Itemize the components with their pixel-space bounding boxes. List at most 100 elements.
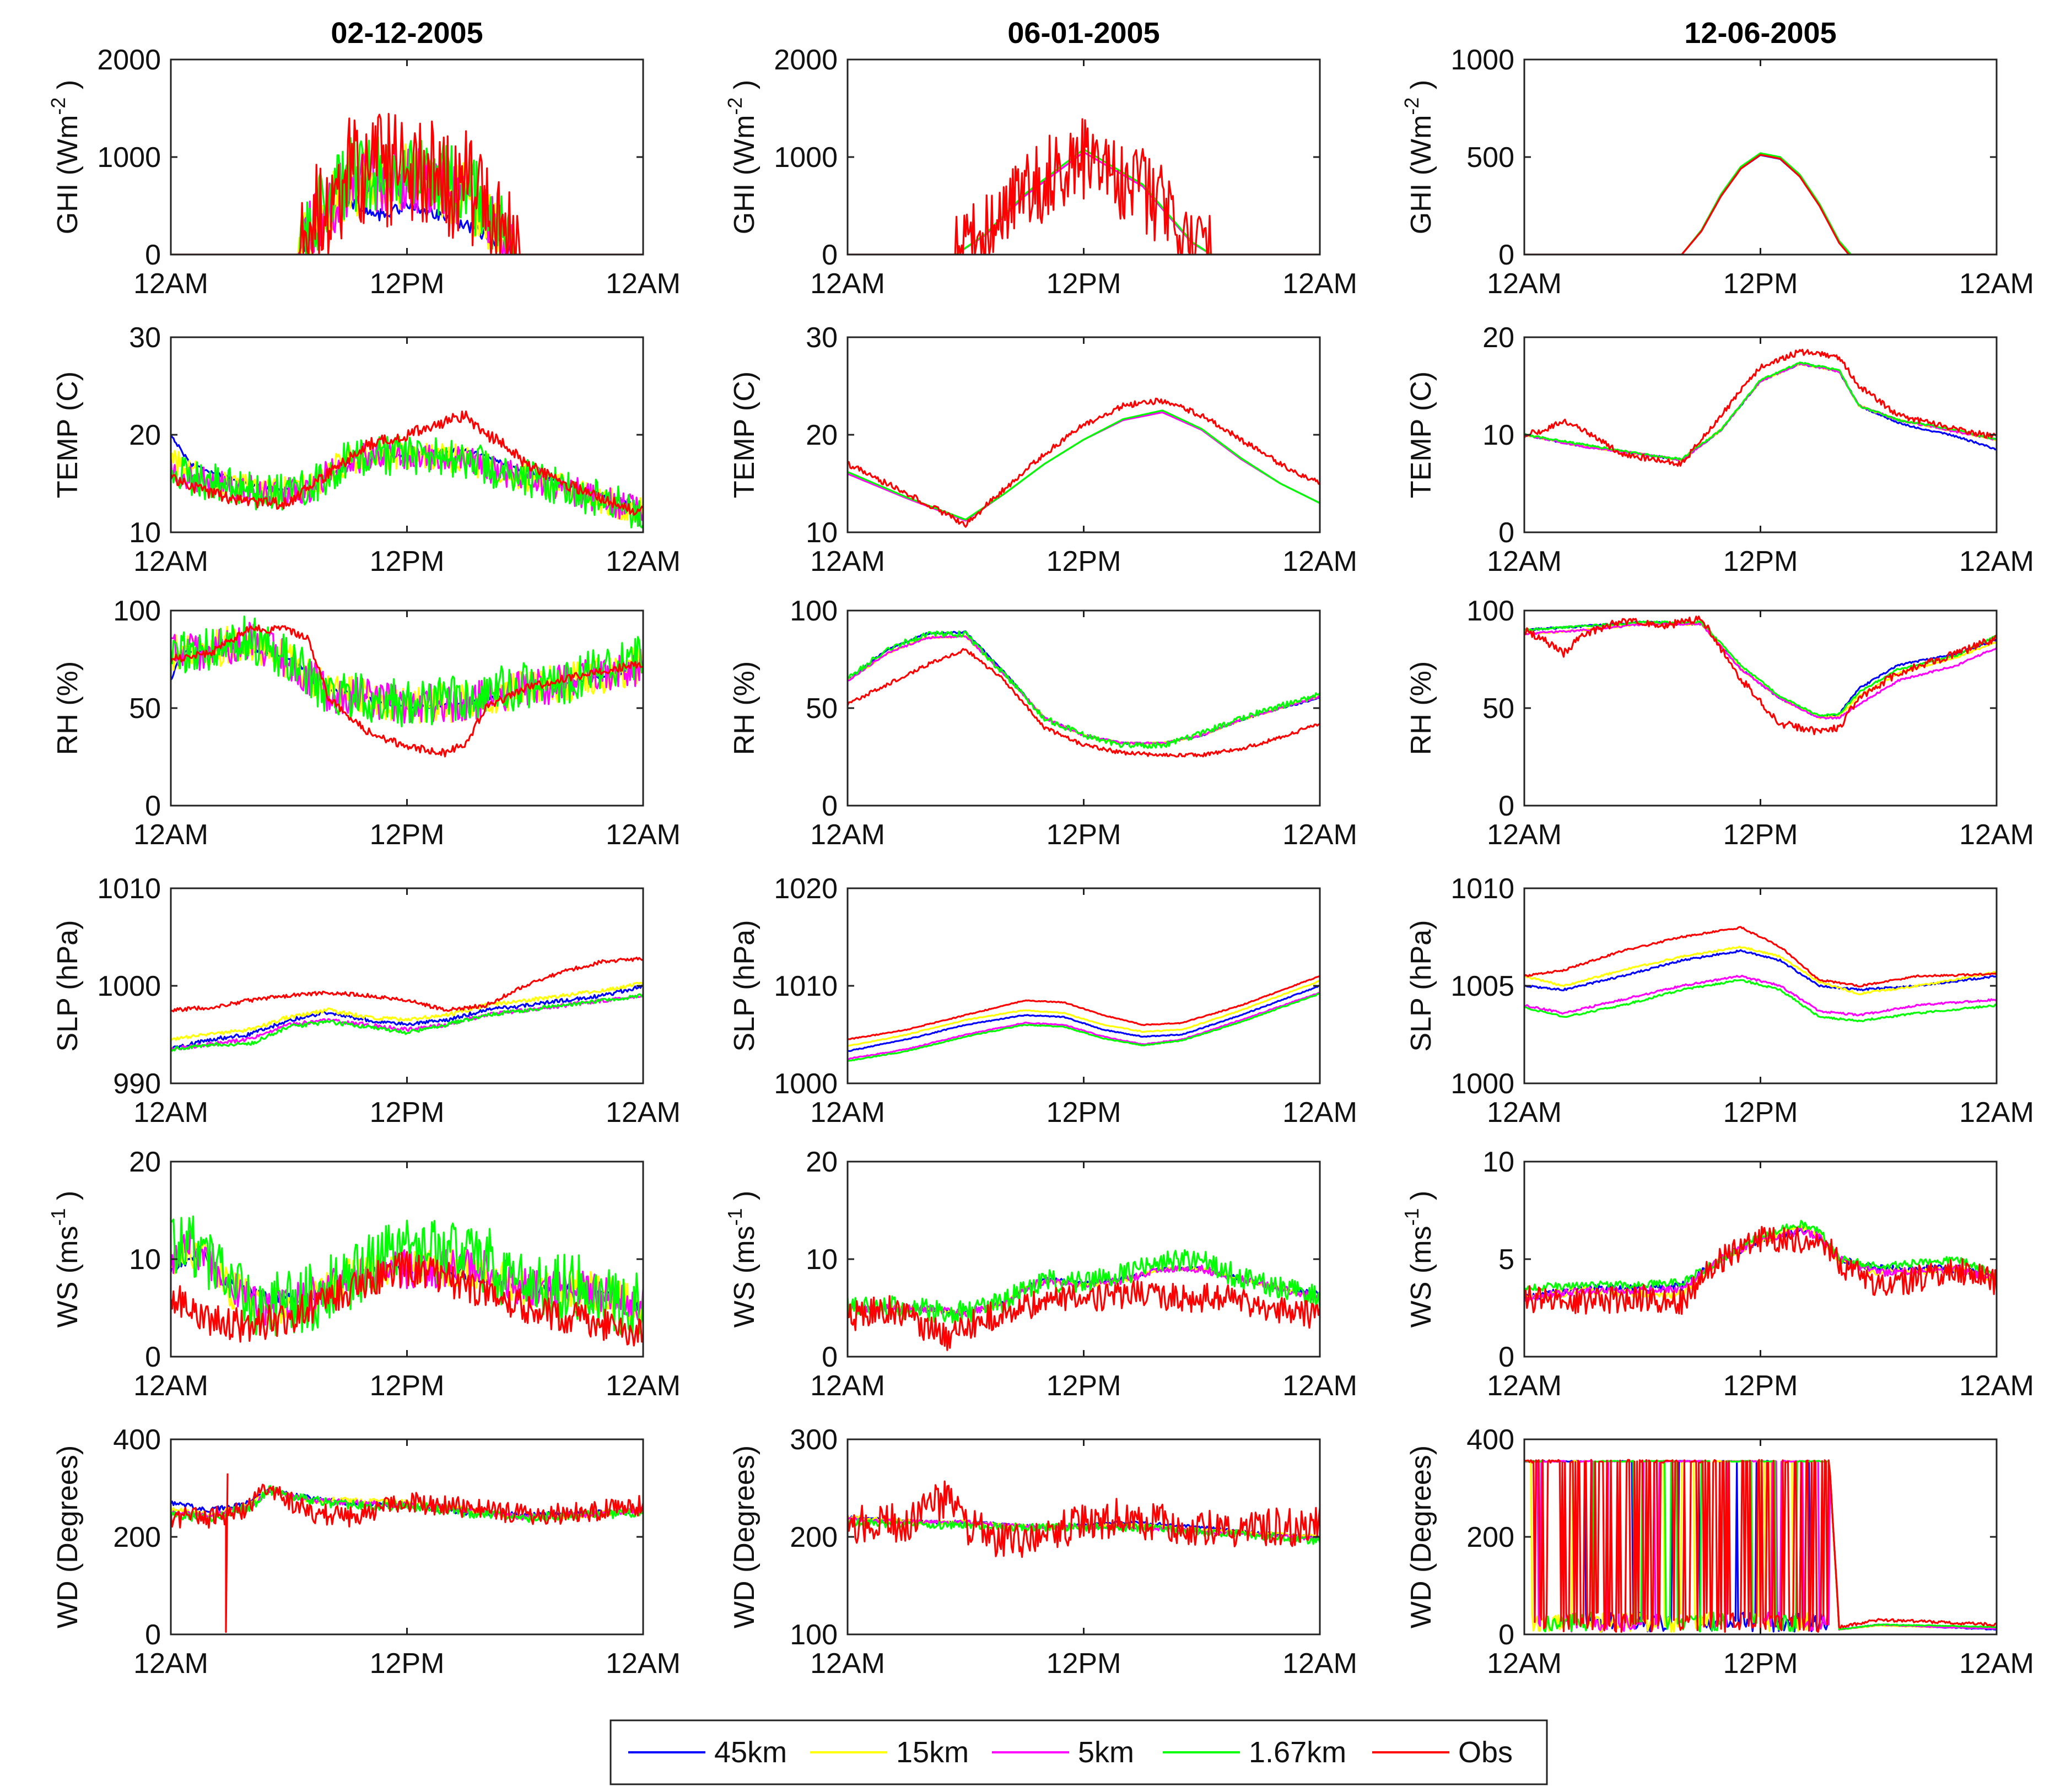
y-tick-label: 0 [1498,517,1514,549]
series-1-67km [848,992,1320,1062]
y-tick-label: 50 [1482,693,1514,725]
legend-label-5km: 5km [1078,1736,1134,1769]
x-tick-label: 12AM [810,546,885,577]
series-obs [848,1480,1320,1558]
panel-wd-col2: 100 200 300 12AM 12PM 12AM WD (Degrees) [729,1424,1357,1680]
x-tick-label: 12AM [1487,1370,1562,1402]
x-tick-label: 12AM [1487,268,1562,300]
x-tick-label: 12PM [1047,1370,1121,1402]
series-group [1524,616,1997,736]
x-tick-label: 12AM [1487,1097,1562,1129]
x-tick-label: 12AM [133,268,208,300]
x-tick-label: 12AM [810,1370,885,1402]
y-tick-label: 2000 [774,44,838,76]
x-tick-label: 12AM [133,1370,208,1402]
series-1-67km [848,1249,1320,1325]
panel-temp-col1: 10 20 30 12AM 12PM 12AM TEMP (C) [52,322,681,577]
y-tick-label: 500 [1466,142,1514,174]
y-tick-label: 5 [1498,1244,1514,1276]
y-tick-label: 1000 [774,142,838,174]
panel-temp-col2: 10 20 30 12AM 12PM 12AM TEMP (C) [729,322,1357,577]
y-tick-label: 400 [113,1424,161,1456]
panel-title: 06-01-2005 [1007,17,1159,50]
y-axis-label: TEMP (C) [1405,371,1437,498]
x-tick-label: 12PM [1047,1648,1121,1680]
y-tick-label: 0 [145,1341,161,1373]
series-obs [171,410,643,516]
y-axis-label: GHI (Wm-2 ) [1400,80,1437,234]
panel-rh-col3: 0 50 100 12AM 12PM 12AM RH (%) [1405,595,2034,851]
series-obs [848,647,1320,758]
panel-slp-col2: 1000 1010 1020 12AM 12PM 12AM SLP (hPa) [729,873,1357,1129]
series-5km [1524,974,1997,1017]
y-tick-label: 30 [129,322,161,354]
x-tick-label: 12AM [810,268,885,300]
series-obs [171,112,643,255]
series-1-67km [848,630,1320,749]
y-tick-label: 0 [822,790,838,822]
series-group [1524,1219,1997,1315]
y-tick-label: 100 [1466,595,1514,627]
legend-label-45km: 45km [714,1736,787,1769]
y-tick-label: 100 [113,595,161,627]
x-tick-label: 12AM [1282,1370,1357,1402]
series-group [171,616,643,758]
series-group [1524,349,1997,467]
y-tick-label: 200 [790,1521,838,1553]
series-obs [1524,154,1997,255]
x-tick-label: 12AM [810,1648,885,1680]
y-tick-label: 20 [806,1146,838,1178]
y-axis-label: RH (%) [52,661,84,755]
x-tick-label: 12AM [133,1097,208,1129]
series-group [1524,152,1997,255]
y-tick-label: 20 [129,1146,161,1178]
series-obs [1524,926,1997,987]
y-axis-label: WD (Degrees) [729,1445,760,1628]
panel-title: 12-06-2005 [1684,17,1836,50]
y-tick-label: 10 [1482,419,1514,451]
series-obs [171,624,643,758]
y-tick-label: 0 [1498,1341,1514,1373]
series-group [171,957,643,1052]
series-15km [171,981,643,1041]
x-tick-label: 12AM [1959,268,2034,300]
series-1-67km [171,993,643,1052]
series-obs [1524,616,1997,736]
series-1-67km [171,1215,643,1336]
x-tick-label: 12PM [370,1648,445,1680]
x-tick-label: 12PM [1047,819,1121,851]
x-tick-label: 12PM [1723,1097,1798,1129]
series-obs [848,975,1320,1041]
x-tick-label: 12PM [1723,1370,1798,1402]
x-tick-label: 12AM [1282,1097,1357,1129]
y-axis-label: SLP (hPa) [52,920,84,1052]
series-obs [1524,1226,1997,1315]
y-axis-label: WS (ms-1 ) [47,1191,84,1328]
y-axis-label: WD (Degrees) [1405,1445,1437,1628]
y-tick-label: 1000 [1450,1068,1514,1100]
y-tick-label: 1000 [1450,44,1514,76]
series-45km [171,985,643,1051]
y-tick-label: 0 [822,1341,838,1373]
legend-label-1-67km: 1.67km [1249,1736,1346,1769]
series-group [848,1249,1320,1351]
x-tick-label: 12AM [133,819,208,851]
y-tick-label: 990 [113,1068,161,1100]
y-tick-label: 1005 [1450,970,1514,1002]
y-tick-label: 0 [145,790,161,822]
series-1-67km [171,435,643,528]
panel-ghi-col2: 06-01-2005 0 1000 2000 12AM 12PM 12AM GHI (Wm-2… [724,17,1357,300]
x-tick-label: 12AM [606,1097,681,1129]
panel-ws-col3: 0 5 10 12AM 12PM 12AM WS (ms-1 ) [1400,1146,2034,1402]
y-tick-label: 0 [145,1619,161,1651]
x-tick-label: 12PM [370,546,445,577]
x-tick-label: 12PM [1723,1648,1798,1680]
x-tick-label: 12PM [370,1097,445,1129]
panel-temp-col3: 0 10 20 12AM 12PM 12AM TEMP (C) [1405,322,2034,577]
y-tick-label: 300 [790,1424,838,1456]
y-tick-label: 10 [806,1244,838,1276]
x-tick-label: 12PM [1723,546,1798,577]
legend-label-15km: 15km [896,1736,969,1769]
